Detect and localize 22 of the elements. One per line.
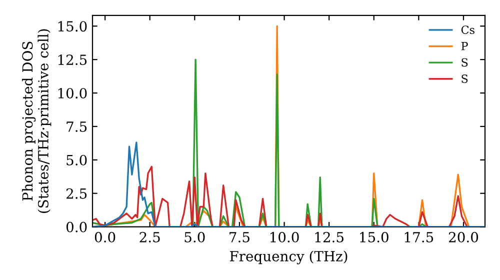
x-tick-label: 0.0	[94, 232, 116, 242]
y-tick-label: 7.5	[66, 122, 87, 132]
legend-label: S	[462, 74, 468, 83]
legend-label: P	[461, 42, 468, 50]
x-tick-label: 2.5	[140, 232, 160, 242]
y-tick-label: 5.0	[66, 154, 87, 166]
y-tick-label: 0.0	[66, 222, 87, 232]
x-tick-label: 15.0	[360, 232, 388, 242]
y-tick-label: 2.5	[66, 188, 87, 199]
y-tick-label: 12.5	[58, 54, 87, 66]
x-tick-label: 5.0	[184, 232, 205, 242]
x-axis-title: Frequency (THz)	[230, 250, 348, 264]
legend-label: S	[462, 58, 468, 67]
y-tick-label: 15.0	[58, 21, 87, 32]
x-tick-label: 20.0	[448, 232, 478, 242]
y-tick-label: 10.0	[58, 88, 87, 98]
y-axis-title: Phonon projected DOS (States/THz·primitive cell)	[22, 29, 52, 213]
x-tick-label: 7.5	[230, 232, 250, 242]
x-tick-label: 17.5	[404, 232, 434, 242]
legend-label: Cs	[461, 26, 474, 34]
x-tick-label: 10.0	[270, 232, 299, 242]
x-tick-label: 12.5	[315, 232, 344, 242]
